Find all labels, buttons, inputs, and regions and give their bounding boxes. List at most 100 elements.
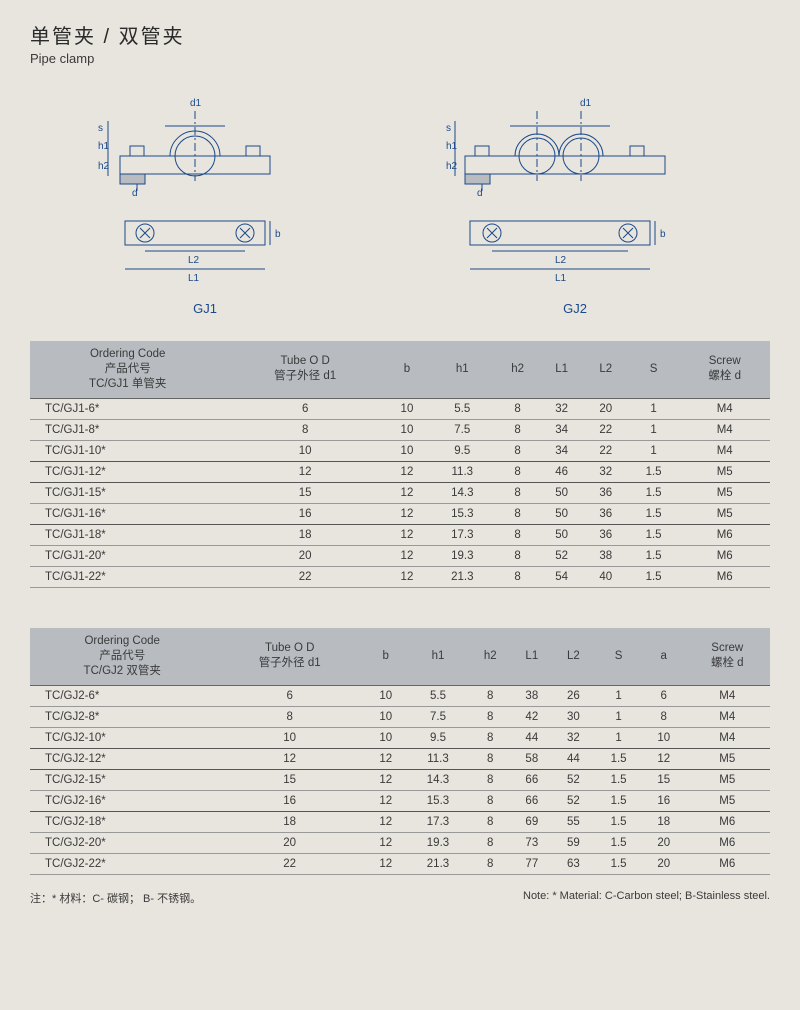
cell: 55	[553, 811, 595, 832]
cell: 15.3	[407, 790, 470, 811]
cell: 44	[553, 748, 595, 769]
cell: 6	[643, 685, 685, 706]
cell: 8	[469, 748, 511, 769]
cell: 38	[511, 685, 553, 706]
cell: 20	[214, 832, 365, 853]
svg-text:b: b	[660, 229, 666, 240]
cell: 32	[584, 461, 628, 482]
cell: 15	[225, 482, 385, 503]
cell: M5	[679, 461, 770, 482]
cell: M6	[685, 853, 770, 874]
svg-text:L1: L1	[555, 273, 567, 284]
table-row: TC/GJ1-20*201219.3852381.5M6	[30, 545, 770, 566]
cell: 19.3	[429, 545, 496, 566]
cell: 8	[496, 461, 540, 482]
cell: M5	[679, 503, 770, 524]
svg-text:L2: L2	[555, 255, 567, 266]
cell: 36	[584, 482, 628, 503]
cell: 19.3	[407, 832, 470, 853]
cell: 10	[385, 398, 429, 419]
svg-text:h2: h2	[98, 161, 110, 172]
cell: 42	[511, 706, 553, 727]
cell: TC/GJ1-20*	[30, 545, 225, 566]
col-L2: L2	[553, 628, 595, 685]
cell: 15	[643, 769, 685, 790]
cell: 5.5	[429, 398, 496, 419]
cell: 12	[365, 832, 407, 853]
cell: 10	[365, 706, 407, 727]
svg-text:b: b	[275, 229, 281, 240]
cell: 12	[385, 545, 429, 566]
cell: 10	[225, 440, 385, 461]
cell: 1.5	[594, 853, 643, 874]
cell: 1	[628, 440, 680, 461]
svg-text:s: s	[98, 123, 103, 134]
cell: 69	[511, 811, 553, 832]
cell: 12	[365, 790, 407, 811]
cell: 12	[365, 769, 407, 790]
cell: M6	[679, 566, 770, 587]
cell: 10	[385, 440, 429, 461]
cell: TC/GJ1-10*	[30, 440, 225, 461]
table-row: TC/GJ1-15*151214.3850361.5M5	[30, 482, 770, 503]
cell: 21.3	[407, 853, 470, 874]
cell: 6	[214, 685, 365, 706]
cell: TC/GJ2-8*	[30, 706, 214, 727]
cell: 1.5	[628, 566, 680, 587]
table-row: TC/GJ2-6*6105.58382616M4	[30, 685, 770, 706]
cell: 15	[214, 769, 365, 790]
cell: 15.3	[429, 503, 496, 524]
cell: 8	[496, 566, 540, 587]
table-row: TC/GJ1-18*181217.3850361.5M6	[30, 524, 770, 545]
diagram-row: s h1 h2 d1 d b L2 L1 GJ1	[30, 91, 770, 316]
cell: TC/GJ1-22*	[30, 566, 225, 587]
col-L1: L1	[511, 628, 553, 685]
col-L2: L2	[584, 341, 628, 398]
table-row: TC/GJ2-16*161215.3866521.516M5	[30, 790, 770, 811]
col-h2: h2	[496, 341, 540, 398]
cell: M6	[679, 524, 770, 545]
cell: 11.3	[407, 748, 470, 769]
cell: 1.5	[594, 811, 643, 832]
cell: 1.5	[628, 503, 680, 524]
cell: 1.5	[594, 790, 643, 811]
table-gj2: Ordering Code产品代号TC/GJ2 双管夹Tube O D管子外径 …	[30, 628, 770, 875]
svg-text:L1: L1	[188, 273, 200, 284]
cell: 52	[553, 790, 595, 811]
cell: TC/GJ2-10*	[30, 727, 214, 748]
cell: 50	[540, 503, 584, 524]
cell: 11.3	[429, 461, 496, 482]
col-S: S	[628, 341, 680, 398]
cell: M6	[685, 811, 770, 832]
cell: 12	[643, 748, 685, 769]
gj2-label: GJ2	[563, 301, 587, 316]
cell: 7.5	[429, 419, 496, 440]
notes-row: 注：* 材料：C- 碳钢； B- 不锈钢。 Note: * Material: …	[30, 890, 770, 906]
cell: 22	[584, 419, 628, 440]
cell: TC/GJ1-6*	[30, 398, 225, 419]
cell: 16	[214, 790, 365, 811]
cell: 40	[584, 566, 628, 587]
cell: 46	[540, 461, 584, 482]
cell: M6	[685, 832, 770, 853]
svg-text:h1: h1	[98, 141, 110, 152]
table-row: TC/GJ2-10*10109.584432110M4	[30, 727, 770, 748]
cell: 1.5	[594, 769, 643, 790]
cell: 30	[553, 706, 595, 727]
cell: 20	[225, 545, 385, 566]
cell: 36	[584, 524, 628, 545]
cell: 8	[225, 419, 385, 440]
cell: 20	[643, 832, 685, 853]
cell: 5.5	[407, 685, 470, 706]
svg-text:h2: h2	[446, 161, 458, 172]
cell: 1.5	[594, 748, 643, 769]
table-row: TC/GJ2-12*121211.3858441.512M5	[30, 748, 770, 769]
col-S: S	[594, 628, 643, 685]
cell: 63	[553, 853, 595, 874]
cell: 8	[469, 706, 511, 727]
cell: TC/GJ2-12*	[30, 748, 214, 769]
cell: 8	[496, 419, 540, 440]
cell: 12	[365, 748, 407, 769]
cell: 8	[496, 440, 540, 461]
cell: 8	[496, 545, 540, 566]
